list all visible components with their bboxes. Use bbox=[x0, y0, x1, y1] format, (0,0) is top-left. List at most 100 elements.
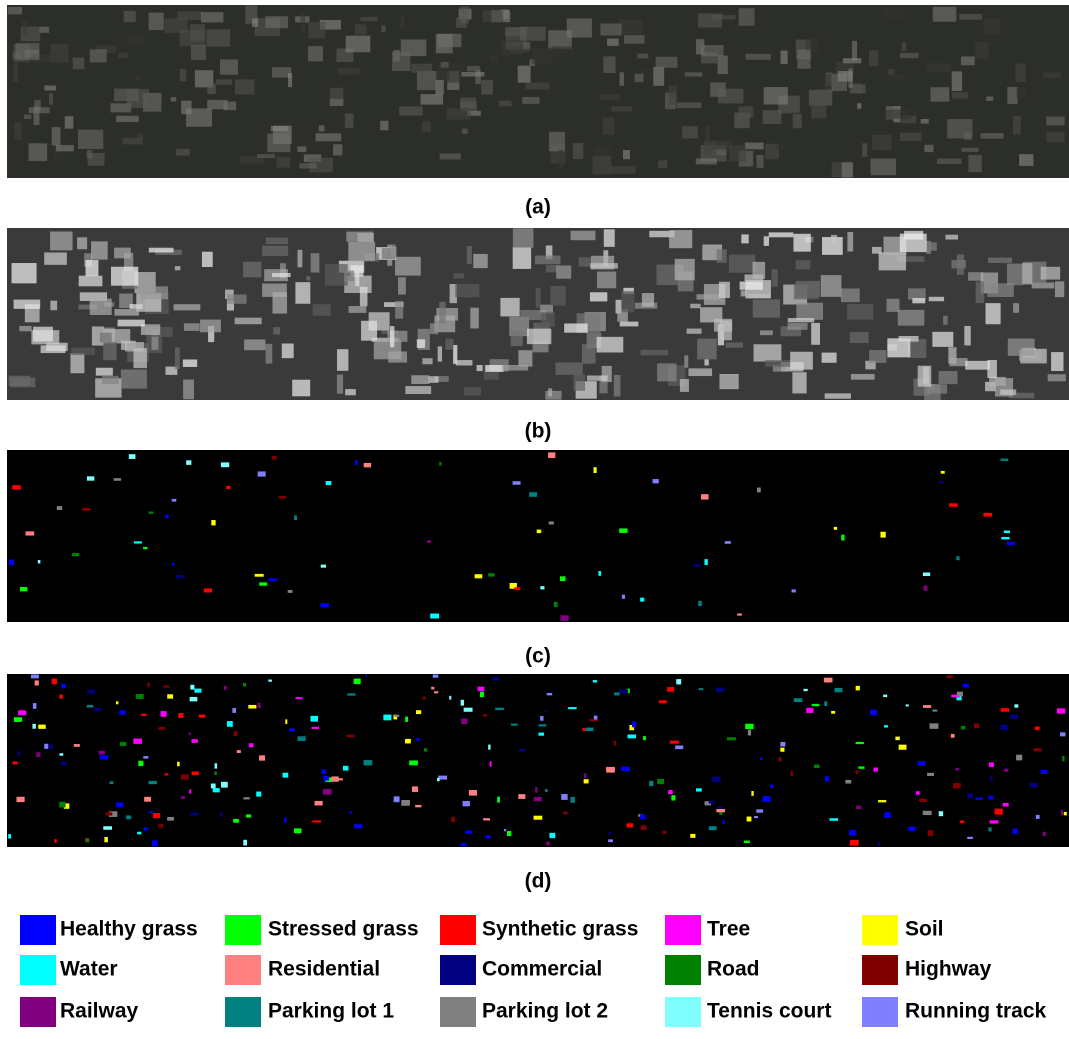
pixel bbox=[923, 705, 931, 708]
pixel bbox=[347, 693, 355, 695]
pixel bbox=[1062, 756, 1064, 761]
texture bbox=[879, 252, 906, 270]
pixel bbox=[675, 746, 683, 750]
legend-swatch bbox=[862, 915, 898, 945]
pixel bbox=[44, 744, 48, 749]
texture bbox=[653, 67, 664, 86]
pixel bbox=[955, 768, 959, 771]
classification-map bbox=[7, 674, 1069, 847]
legend-swatch bbox=[225, 955, 261, 985]
texture bbox=[558, 150, 563, 168]
pixel bbox=[519, 749, 525, 752]
pixel bbox=[919, 799, 927, 802]
pixel bbox=[220, 812, 223, 816]
texture bbox=[297, 250, 302, 268]
legend-swatch bbox=[440, 997, 476, 1027]
pixel bbox=[138, 761, 143, 766]
pixel bbox=[149, 511, 154, 513]
pixel bbox=[586, 728, 594, 732]
texture bbox=[29, 143, 48, 161]
texture bbox=[1007, 87, 1017, 104]
legend-label: Parking lot 2 bbox=[482, 1000, 608, 1023]
pixel bbox=[540, 586, 544, 589]
texture bbox=[71, 348, 95, 355]
texture bbox=[1043, 72, 1062, 78]
texture bbox=[346, 36, 371, 53]
legend-swatch bbox=[665, 915, 701, 945]
pixel bbox=[158, 727, 165, 730]
pixel bbox=[584, 779, 589, 783]
texture bbox=[149, 248, 174, 253]
texture bbox=[337, 374, 343, 393]
texture bbox=[872, 135, 891, 150]
texture bbox=[8, 7, 22, 14]
texture bbox=[525, 83, 549, 90]
pixel bbox=[9, 560, 14, 566]
texture bbox=[41, 345, 66, 353]
pixel bbox=[778, 757, 781, 761]
pixel bbox=[756, 809, 763, 812]
pixel bbox=[540, 716, 543, 721]
pixel bbox=[538, 724, 546, 726]
texture bbox=[56, 145, 74, 151]
texture bbox=[635, 74, 644, 82]
pixel bbox=[849, 830, 856, 836]
texture bbox=[567, 18, 592, 37]
texture bbox=[788, 318, 814, 322]
texture bbox=[360, 287, 368, 307]
texture bbox=[430, 323, 438, 334]
texture bbox=[333, 144, 342, 155]
texture bbox=[684, 355, 688, 367]
pixel bbox=[701, 494, 709, 499]
texture bbox=[862, 143, 867, 157]
texture bbox=[73, 58, 85, 70]
pixel bbox=[394, 715, 399, 717]
texture bbox=[447, 108, 471, 120]
texture bbox=[522, 97, 539, 104]
texture bbox=[44, 252, 67, 264]
pixel bbox=[255, 574, 264, 577]
legend-swatch bbox=[20, 915, 56, 945]
texture bbox=[764, 236, 769, 246]
texture bbox=[272, 273, 291, 277]
texture bbox=[975, 42, 988, 59]
texture bbox=[91, 241, 108, 259]
texture bbox=[603, 117, 615, 134]
texture bbox=[319, 125, 325, 131]
pixel bbox=[94, 708, 101, 711]
pixel bbox=[757, 488, 761, 493]
pixel bbox=[537, 530, 542, 534]
pixel bbox=[1004, 769, 1008, 772]
texture bbox=[961, 56, 975, 65]
texture bbox=[726, 342, 743, 347]
pixel bbox=[563, 811, 568, 814]
texture bbox=[462, 129, 467, 134]
texture bbox=[641, 350, 668, 356]
training-map bbox=[7, 450, 1069, 622]
texture bbox=[794, 284, 819, 300]
pixel bbox=[464, 708, 473, 712]
pixel bbox=[194, 689, 201, 693]
texture bbox=[531, 48, 552, 65]
pixel bbox=[134, 541, 142, 543]
texture bbox=[603, 56, 615, 73]
pixel bbox=[461, 700, 464, 706]
pixel bbox=[748, 730, 751, 736]
pixel bbox=[143, 547, 147, 549]
pixel bbox=[8, 834, 11, 838]
texture bbox=[985, 303, 1000, 324]
pixel bbox=[192, 771, 199, 775]
pixel bbox=[321, 769, 325, 774]
texture bbox=[900, 53, 919, 58]
texture bbox=[345, 113, 354, 128]
texture bbox=[499, 101, 511, 107]
texture bbox=[831, 235, 837, 244]
pixel bbox=[416, 710, 421, 714]
pixel bbox=[975, 798, 983, 800]
texture bbox=[987, 360, 997, 378]
pixel bbox=[622, 595, 625, 599]
texture bbox=[597, 272, 616, 289]
texture bbox=[90, 299, 112, 315]
texture bbox=[793, 114, 802, 129]
pixel bbox=[394, 796, 400, 802]
